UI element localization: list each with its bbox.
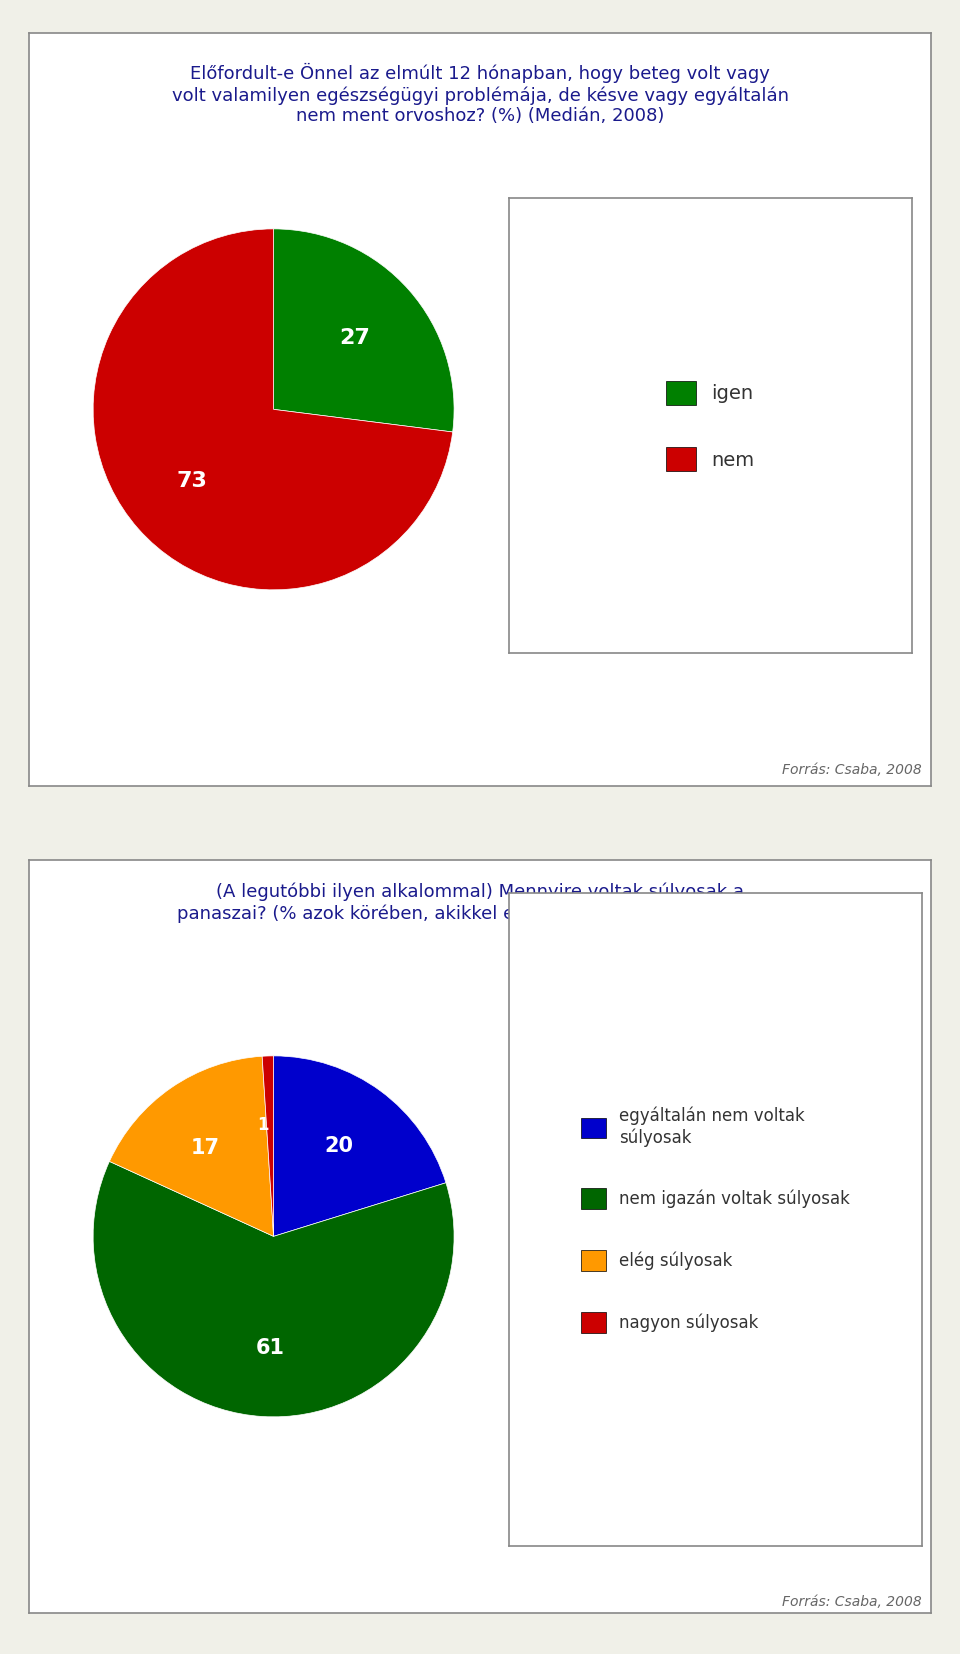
- Text: Előfordult-e Önnel az elmúlt 12 hónapban, hogy beteg volt vagy
volt valamilyen e: Előfordult-e Önnel az elmúlt 12 hónapban…: [172, 63, 788, 126]
- Text: 1: 1: [257, 1116, 269, 1135]
- Text: 17: 17: [190, 1138, 220, 1158]
- Wedge shape: [93, 228, 453, 590]
- Text: Forrás: Csaba, 2008: Forrás: Csaba, 2008: [781, 764, 922, 777]
- Text: 73: 73: [177, 471, 207, 491]
- Wedge shape: [109, 1057, 274, 1237]
- Legend: egyáltalán nem voltak
súlyosak, nem igazán voltak súlyosak, elég súlyosak, nagyo: egyáltalán nem voltak súlyosak, nem igaz…: [564, 1090, 867, 1350]
- Text: 20: 20: [324, 1136, 354, 1156]
- Legend: igen, nem: igen, nem: [647, 361, 774, 491]
- Text: 61: 61: [255, 1338, 284, 1358]
- Text: Forrás: Csaba, 2008: Forrás: Csaba, 2008: [781, 1596, 922, 1609]
- Text: 27: 27: [340, 327, 371, 347]
- Wedge shape: [262, 1055, 274, 1237]
- Wedge shape: [274, 228, 454, 432]
- Text: (A legutóbbi ilyen alkalommal) Mennyire voltak súlyosak a
panaszai? (% azok köré: (A legutóbbi ilyen alkalommal) Mennyire …: [178, 883, 782, 923]
- Wedge shape: [274, 1055, 446, 1237]
- Wedge shape: [93, 1161, 454, 1417]
